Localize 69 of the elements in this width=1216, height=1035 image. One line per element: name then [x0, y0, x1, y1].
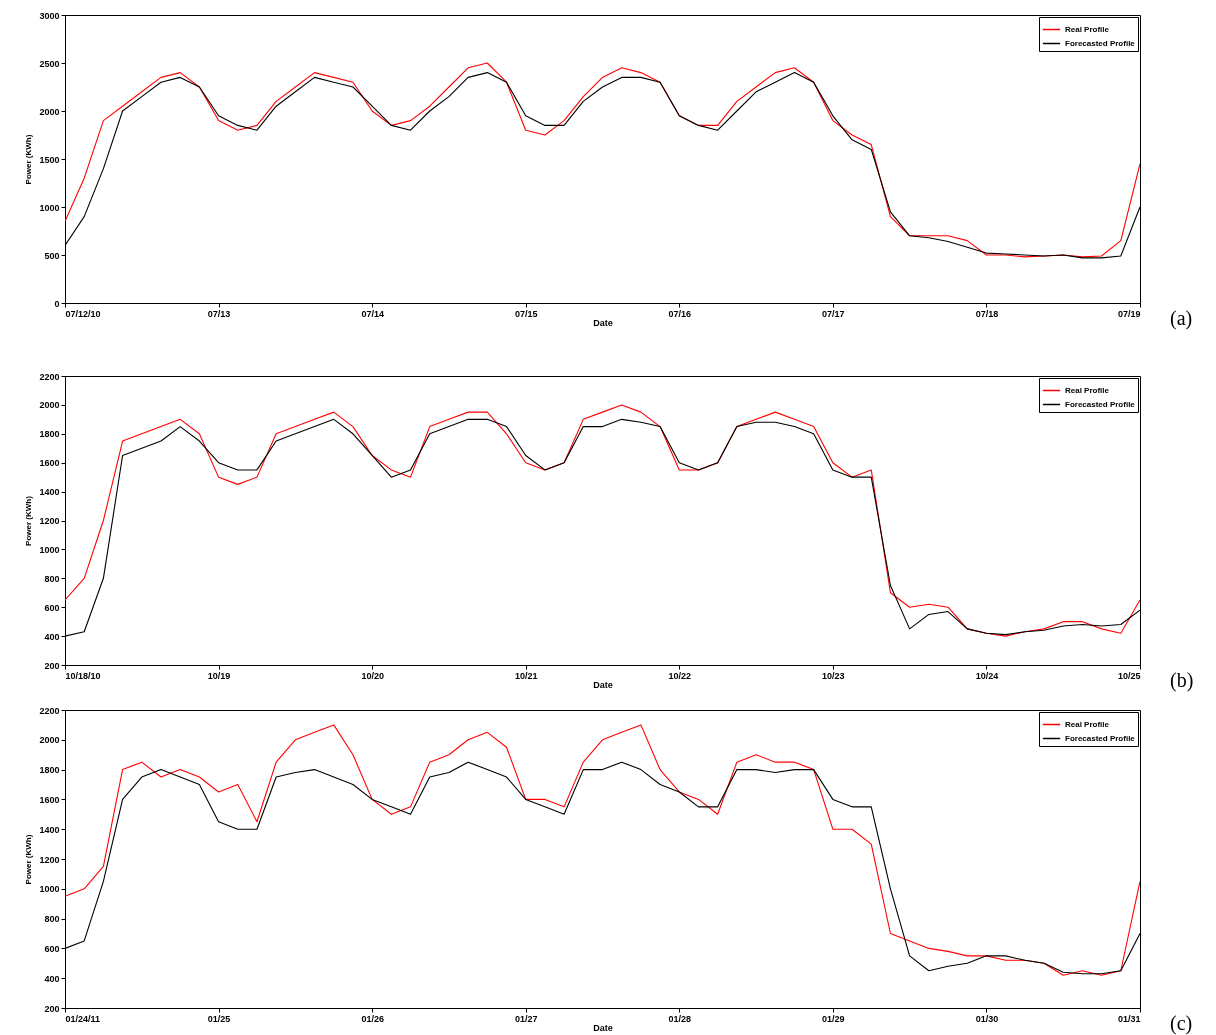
y-tick-label: 800 — [44, 573, 60, 584]
x-tick-label: 07/18 — [975, 308, 999, 319]
legend-label: Forecasted Profile — [1065, 733, 1136, 743]
x-tick-label: 01/27 — [514, 1013, 538, 1024]
text: (c) — [1170, 1012, 1193, 1035]
y-tick-label: 1200 — [39, 516, 60, 526]
x-tick-label: 07/13 — [207, 308, 231, 319]
y-tick-label: 2200 — [39, 371, 60, 382]
x-tick-label: 10/21 — [514, 670, 538, 681]
x-tick-label: 07/19 — [1117, 308, 1141, 319]
line-series — [65, 724, 1140, 976]
x-tick-label: 07/14 — [361, 308, 384, 319]
y-tick-label: 2000 — [39, 735, 60, 746]
y-axis-title: Power (KWh) — [24, 834, 34, 885]
x-tick-label: 10/24 — [975, 670, 999, 681]
x-tick-label: 01/26 — [361, 1013, 384, 1024]
y-tick-label: 1500 — [39, 154, 60, 165]
text: (a) — [1170, 307, 1193, 330]
y-tick-label: 2000 — [39, 106, 60, 117]
y-tick-label: 400 — [44, 631, 60, 642]
x-tick-label: 10/19 — [207, 670, 231, 681]
x-tick-label: 01/24/11 — [65, 1013, 101, 1024]
y-tick-label: 200 — [44, 1003, 60, 1014]
x-tick-label: 10/18/10 — [65, 670, 101, 681]
y-tick-label: 1000 — [39, 544, 60, 555]
y-tick-label: 3000 — [39, 10, 60, 21]
y-tick-label: 1800 — [39, 429, 60, 440]
text: (b) — [1170, 669, 1194, 692]
x-axis-title: Date — [593, 317, 613, 328]
y-tick-label: 500 — [44, 250, 60, 261]
y-tick-label: 400 — [44, 973, 60, 984]
x-tick-label: 07/17 — [822, 308, 845, 319]
y-tick-label: 2000 — [39, 400, 60, 411]
x-tick-label: 10/23 — [822, 670, 845, 681]
x-axis-title: Date — [593, 1022, 613, 1033]
x-tick-label: 01/30 — [975, 1013, 999, 1024]
legend-label: Forecasted Profile — [1065, 399, 1136, 409]
y-tick-label: 1000 — [39, 884, 60, 895]
y-tick-label: 1000 — [39, 202, 60, 213]
y-tick-label: 0 — [54, 298, 60, 309]
y-tick-label: 600 — [44, 602, 60, 613]
y-tick-label: 1400 — [39, 487, 60, 498]
legend-label: Real Profile — [1065, 24, 1110, 34]
y-tick-label: 1400 — [39, 824, 60, 835]
y-tick-label: 2500 — [39, 58, 60, 69]
x-tick-label: 07/15 — [514, 308, 538, 319]
y-tick-label: 1800 — [39, 765, 60, 776]
legend-label: Real Profile — [1065, 719, 1110, 729]
y-axis-title: Power (KWh) — [24, 134, 34, 185]
x-tick-label: 10/25 — [1117, 670, 1141, 681]
y-tick-label: 800 — [44, 914, 60, 925]
legend-label: Real Profile — [1065, 385, 1110, 395]
y-tick-label: 200 — [44, 660, 60, 671]
x-tick-label: 01/31 — [1117, 1013, 1141, 1024]
y-tick-label: 600 — [44, 943, 60, 954]
x-tick-label: 07/16 — [668, 308, 692, 319]
y-axis-title: Power (KWh) — [24, 495, 34, 546]
x-tick-label: 10/20 — [361, 670, 384, 681]
x-axis-title: Date — [593, 679, 613, 690]
x-tick-label: 10/22 — [668, 670, 692, 681]
legend-label: Forecasted Profile — [1065, 38, 1136, 48]
x-tick-label: 01/28 — [668, 1013, 692, 1024]
y-tick-label: 1200 — [39, 854, 60, 865]
x-tick-label: 01/29 — [822, 1013, 845, 1024]
x-tick-label: 07/12/10 — [65, 308, 101, 319]
y-tick-label: 1600 — [39, 794, 60, 805]
y-tick-label: 1600 — [39, 458, 60, 469]
y-tick-label: 2200 — [39, 705, 60, 716]
x-tick-label: 01/25 — [207, 1013, 231, 1024]
